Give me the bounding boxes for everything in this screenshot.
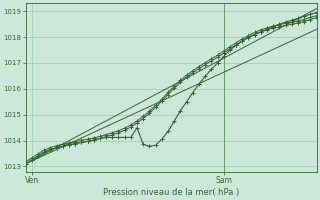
X-axis label: Pression niveau de la mer( hPa ): Pression niveau de la mer( hPa ) [103,188,239,197]
